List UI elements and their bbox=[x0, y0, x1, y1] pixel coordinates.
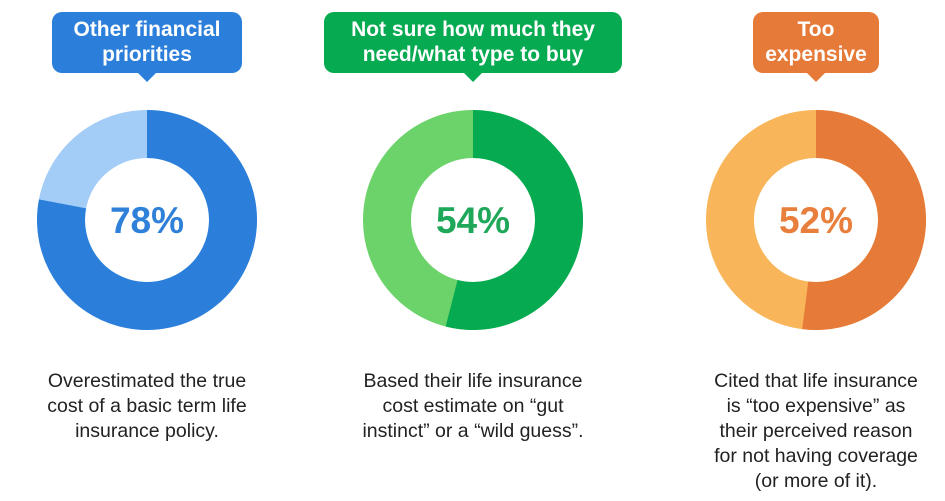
chart-caption: Based their life insurance cost estimate… bbox=[362, 370, 584, 442]
donut-chart: 54% bbox=[363, 110, 583, 330]
donut-value-label: 54% bbox=[436, 200, 510, 241]
donut-value-arc bbox=[445, 110, 583, 330]
donut-value-arc bbox=[37, 110, 257, 330]
chart-caption: Cited that life insurance is “too expens… bbox=[714, 370, 918, 492]
donut-chart: 78% bbox=[37, 110, 257, 330]
chart-caption: Overestimated the true cost of a basic t… bbox=[47, 370, 247, 442]
chart-title: Other financial priorities bbox=[52, 12, 242, 82]
chart-title: Not sure how much they need/what type to… bbox=[324, 12, 622, 82]
donut-value-label: 52% bbox=[779, 200, 853, 241]
donut-value-label: 78% bbox=[110, 200, 184, 241]
chart-title: Too expensive bbox=[753, 12, 879, 82]
donut-chart: 52% bbox=[706, 110, 926, 330]
chart-panel-too-expensive: Too expensive 52% Cited that life insura… bbox=[666, 0, 945, 501]
donut-value-arc bbox=[802, 110, 926, 330]
chart-panel-other-financial-priorities: Other financial priorities 78% Overestim… bbox=[0, 0, 297, 501]
chart-panel-not-sure-how-much: Not sure how much they need/what type to… bbox=[323, 0, 623, 501]
